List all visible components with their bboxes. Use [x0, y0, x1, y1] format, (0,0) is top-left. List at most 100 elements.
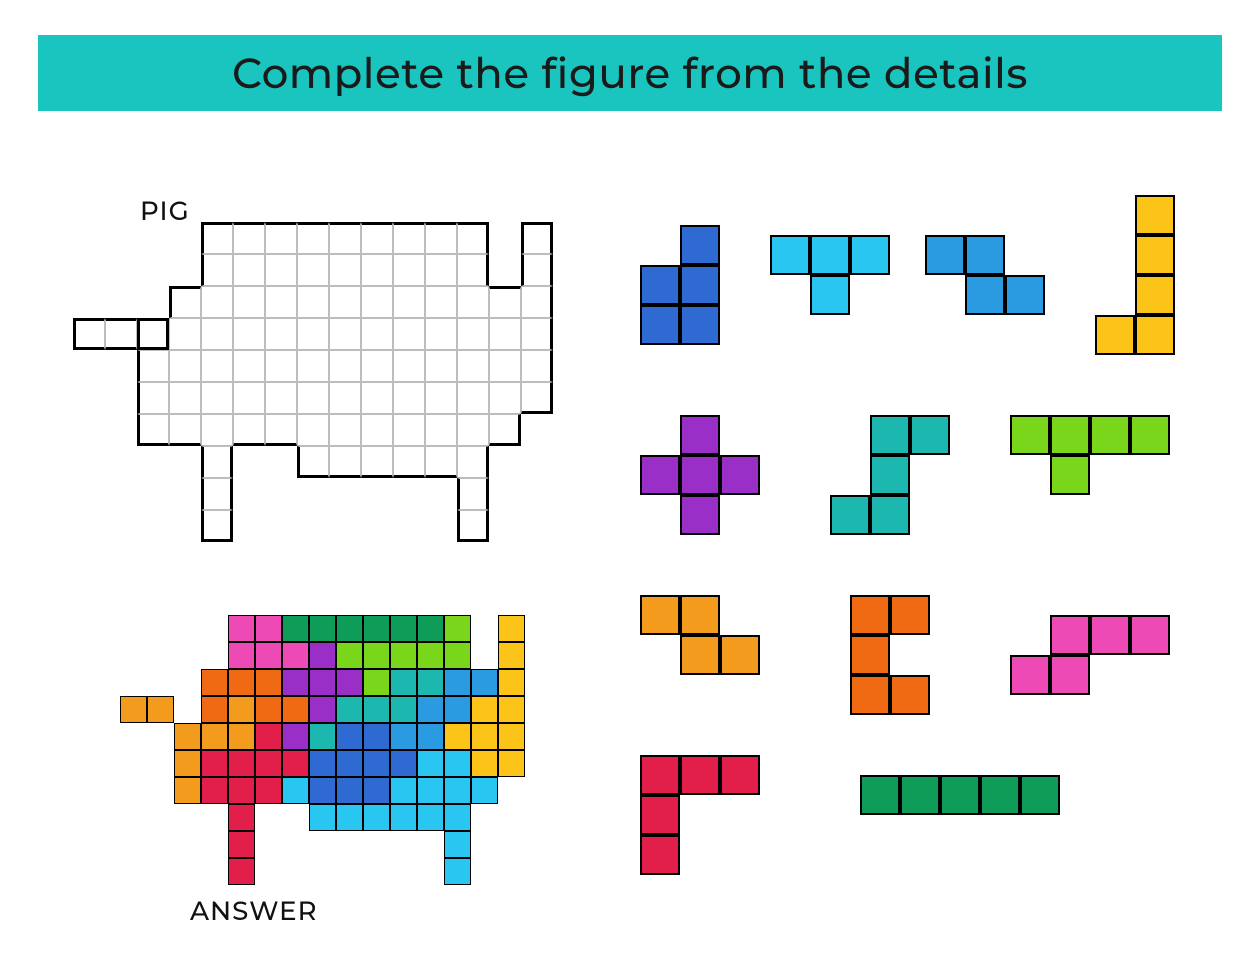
outline-cell: [297, 286, 329, 318]
piece-cell: [720, 455, 760, 495]
outline-cell: [457, 446, 489, 478]
answer-cell: [228, 615, 255, 642]
piece-cell: [900, 775, 940, 815]
answer-cell: [309, 723, 336, 750]
answer-cell: [174, 615, 201, 642]
outline-cell: [201, 510, 233, 542]
answer-cell: [417, 858, 444, 885]
purple-plus-piece[interactable]: [640, 415, 760, 535]
answer-cell: [255, 777, 282, 804]
mid-blue-s-piece[interactable]: [925, 235, 1045, 315]
piece-cell: [890, 635, 930, 675]
outline-cell: [73, 350, 105, 382]
answer-cell: [390, 804, 417, 831]
outline-cell: [329, 222, 361, 254]
outline-cell: [105, 222, 137, 254]
answer-cell: [174, 804, 201, 831]
dark-blue-piece[interactable]: [640, 225, 720, 345]
outline-cell: [457, 222, 489, 254]
pig-outline-grid: [73, 222, 553, 542]
piece-cell: [720, 415, 760, 455]
piece-cell: [925, 235, 965, 275]
answer-cell: [336, 642, 363, 669]
sky-blue-t-piece[interactable]: [770, 235, 890, 315]
orange-dark-c-piece[interactable]: [850, 595, 930, 715]
piece-cell: [1010, 415, 1050, 455]
answer-cell: [282, 615, 309, 642]
outline-cell: [265, 414, 297, 446]
outline-cell: [265, 510, 297, 542]
answer-cell: [363, 858, 390, 885]
green-bar-piece[interactable]: [860, 775, 1060, 815]
outline-cell: [265, 286, 297, 318]
outline-cell: [201, 222, 233, 254]
piece-cell: [965, 275, 1005, 315]
piece-cell: [1095, 275, 1135, 315]
yellow-j-piece[interactable]: [1095, 195, 1175, 355]
answer-cell: [120, 804, 147, 831]
answer-cell: [417, 750, 444, 777]
answer-label: ANSWER: [190, 895, 318, 927]
answer-cell: [417, 642, 444, 669]
answer-cell: [147, 669, 174, 696]
answer-cell: [390, 642, 417, 669]
outline-cell: [521, 350, 553, 382]
answer-cell: [363, 750, 390, 777]
answer-cell: [201, 777, 228, 804]
lime-t-piece[interactable]: [1010, 415, 1170, 495]
answer-cell: [120, 615, 147, 642]
answer-cell: [201, 669, 228, 696]
outline-cell: [105, 286, 137, 318]
outline-cell: [521, 222, 553, 254]
outline-cell: [233, 478, 265, 510]
piece-cell: [1090, 455, 1130, 495]
answer-cell: [147, 777, 174, 804]
answer-cell: [282, 642, 309, 669]
answer-cell: [147, 696, 174, 723]
outline-cell: [105, 446, 137, 478]
outline-cell: [425, 478, 457, 510]
answer-cell: [255, 723, 282, 750]
answer-cell: [255, 642, 282, 669]
orange-light-z-piece[interactable]: [640, 595, 760, 675]
piece-cell: [720, 635, 760, 675]
answer-cell: [363, 777, 390, 804]
answer-cell: [363, 831, 390, 858]
piece-cell: [1135, 315, 1175, 355]
outline-cell: [265, 382, 297, 414]
outline-cell: [329, 478, 361, 510]
piece-cell: [1005, 235, 1045, 275]
answer-cell: [363, 669, 390, 696]
answer-cell: [444, 777, 471, 804]
answer-cell: [120, 642, 147, 669]
outline-cell: [521, 382, 553, 414]
teal-s-piece[interactable]: [830, 415, 950, 535]
piece-cell: [1010, 655, 1050, 695]
pink-s-piece[interactable]: [1010, 615, 1170, 695]
answer-cell: [282, 723, 309, 750]
outline-cell: [425, 350, 457, 382]
answer-cell: [309, 669, 336, 696]
outline-cell: [521, 286, 553, 318]
answer-cell: [336, 858, 363, 885]
outline-cell: [233, 414, 265, 446]
answer-cell: [390, 831, 417, 858]
outline-cell: [73, 222, 105, 254]
answer-cell: [228, 750, 255, 777]
answer-cell: [390, 858, 417, 885]
piece-cell: [680, 595, 720, 635]
outline-cell: [425, 254, 457, 286]
piece-cell: [720, 495, 760, 535]
answer-cell: [471, 777, 498, 804]
answer-colored-grid: [120, 615, 525, 885]
outline-cell: [105, 382, 137, 414]
outline-cell: [297, 446, 329, 478]
red-l-piece[interactable]: [640, 755, 760, 875]
outline-cell: [393, 382, 425, 414]
answer-cell: [309, 642, 336, 669]
answer-cell: [444, 858, 471, 885]
answer-cell: [201, 831, 228, 858]
answer-cell: [309, 696, 336, 723]
outline-cell: [457, 286, 489, 318]
answer-cell: [417, 696, 444, 723]
